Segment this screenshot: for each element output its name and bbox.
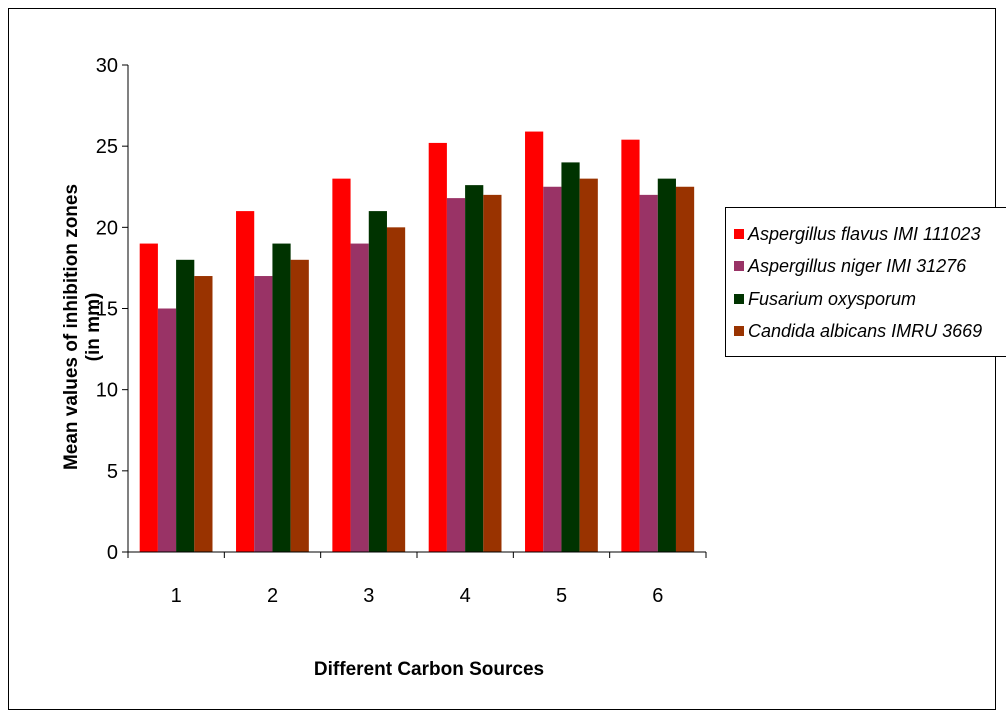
legend-swatch	[734, 261, 744, 271]
chart-frame: 0 5 10 15 20 25 30 1 2 3 4 5 6 Mean values of inhibi…	[8, 8, 1006, 710]
legend-item-aspergillus-flavus: Aspergillus flavus IMI 111023	[726, 222, 980, 246]
bar	[483, 194, 502, 552]
legend-label: Candida albicans IMRU 3669	[748, 320, 983, 341]
bar	[465, 185, 484, 553]
legend-item-candida-albicans: Candida albicans IMRU 3669	[726, 319, 982, 343]
axes-layer	[122, 64, 707, 558]
bars-layer	[139, 131, 695, 553]
x-tick-label: 2	[267, 585, 278, 607]
bar	[350, 243, 369, 553]
legend-label: Aspergillus niger IMI 31276	[748, 255, 967, 276]
bar	[272, 243, 291, 553]
bar	[254, 276, 273, 552]
legend-label: Aspergillus flavus IMI 111023	[748, 223, 981, 244]
bar	[428, 142, 447, 553]
y-tick-label: 5	[107, 461, 118, 483]
bar	[525, 131, 544, 552]
x-tick-label: 6	[652, 585, 663, 607]
x-tick-label: 3	[363, 585, 374, 607]
y-axis-title: Mean values of inhibition zones (in mm)	[61, 127, 105, 527]
legend: Aspergillus flavus IMI 111023 Aspergillu…	[725, 207, 1006, 357]
legend-item-fusarium-oxysporum: Fusarium oxysporum	[726, 287, 916, 311]
bar	[639, 194, 658, 552]
bar	[194, 276, 213, 552]
bar	[386, 227, 406, 553]
bar	[290, 259, 309, 552]
bar	[332, 178, 351, 552]
x-axis-title: Different Carbon Sources	[313, 659, 545, 680]
legend-swatch	[734, 229, 744, 239]
y-axis-title-line1: Mean values of inhibition zones	[61, 183, 82, 471]
y-tick-label: 10	[96, 380, 118, 402]
y-tick-label: 0	[107, 542, 118, 564]
bar	[368, 211, 387, 552]
y-tick-label: 20	[96, 217, 118, 239]
bar	[657, 178, 676, 552]
bar	[543, 186, 562, 552]
legend-swatch	[734, 294, 744, 304]
bar	[621, 139, 640, 552]
bar-chart: 0 5 10 15 20 25 30 1 2 3 4 5 6	[96, 55, 707, 607]
y-tick-label: 15	[96, 299, 118, 321]
bar	[446, 198, 466, 552]
y-tick-label: 30	[96, 55, 118, 77]
x-tick-label: 1	[171, 585, 182, 607]
legend-item-aspergillus-niger: Aspergillus niger IMI 31276	[726, 254, 966, 278]
bar	[139, 243, 158, 553]
bar	[561, 162, 580, 552]
y-axis-title-line2: (in mm)	[83, 292, 104, 362]
x-tick-label: 5	[556, 585, 567, 607]
tick-labels-layer: 0 5 10 15 20 25 30 1 2 3 4 5 6	[96, 55, 664, 607]
bar	[675, 186, 695, 552]
x-tick-label: 4	[460, 585, 471, 607]
bar	[579, 178, 598, 552]
bar	[236, 211, 255, 552]
legend-swatch	[734, 326, 744, 336]
bar	[157, 308, 177, 552]
y-tick-label: 25	[96, 136, 118, 158]
bar	[176, 259, 195, 552]
legend-label: Fusarium oxysporum	[748, 288, 917, 309]
